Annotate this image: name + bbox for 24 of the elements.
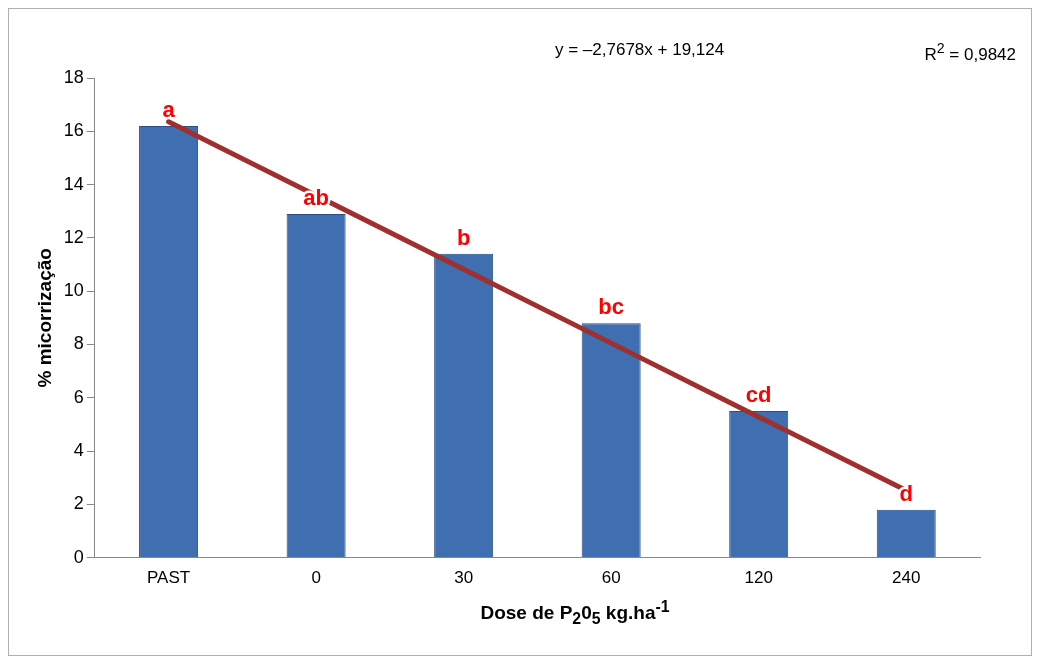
y-tick-label: 14 xyxy=(63,173,84,194)
y-tick-label: 6 xyxy=(73,386,84,407)
y-tick-label: 4 xyxy=(73,439,84,460)
annotation: cd xyxy=(745,382,772,408)
x-tick-label: 60 xyxy=(601,568,621,588)
y-axis-title: % micorrização xyxy=(33,248,55,388)
y-tick-label: 0 xyxy=(73,546,84,567)
y-tick-label: 8 xyxy=(73,333,84,354)
y-tick-label: 18 xyxy=(63,66,84,87)
annotation: b xyxy=(456,224,471,250)
text: y = –2,7678x + 19,124 xyxy=(555,40,725,60)
x-tick-label: PAST xyxy=(147,568,191,588)
x-tick-label: 0 xyxy=(311,568,321,588)
x-axis-title: Dose de P$_{2}$0$_{5}$ kg.ha$^{-1}$ xyxy=(479,598,671,629)
y-tick-label: 2 xyxy=(73,493,84,514)
y-tick-label: 12 xyxy=(63,226,84,247)
y-tick-label: 10 xyxy=(63,280,84,301)
y-tick-label: 16 xyxy=(63,120,84,141)
annotation: a xyxy=(162,97,176,123)
x-tick-label: 120 xyxy=(744,568,773,588)
text: R$^{2}$ = 0,9842 xyxy=(924,40,1016,65)
annotation: bc xyxy=(598,294,625,320)
x-tick-label: 30 xyxy=(454,568,474,588)
x-tick-label: 240 xyxy=(892,568,921,588)
